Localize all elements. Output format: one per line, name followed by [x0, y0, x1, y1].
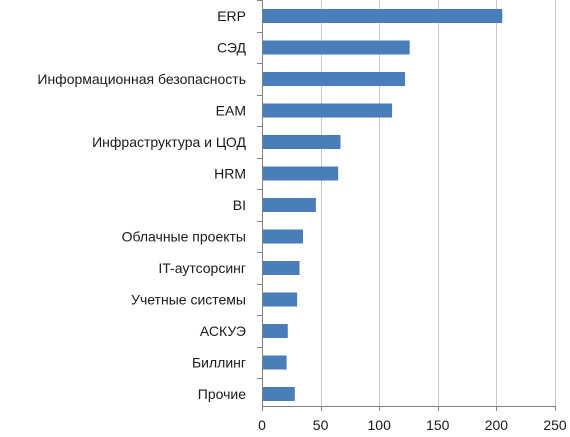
bar-11: [263, 355, 287, 370]
category-label-10: АСКУЭ: [200, 323, 246, 339]
category-label-9: Учетные системы: [131, 292, 246, 308]
category-label-12: Прочие: [198, 386, 246, 402]
category-label-4: Инфраструктура и ЦОД: [92, 134, 246, 150]
tick-label-100: 100: [368, 417, 392, 433]
bar-2: [263, 72, 405, 86]
tick-label-0: 0: [258, 417, 266, 433]
bar-8: [263, 261, 300, 275]
bar-10: [263, 324, 288, 338]
tick-label-250: 250: [543, 417, 567, 433]
category-label-7: Облачные проекты: [122, 229, 246, 245]
bar-6: [263, 198, 316, 212]
category-label-11: Биллинг: [192, 355, 246, 371]
bar-3: [263, 103, 393, 118]
bar-9: [263, 292, 298, 307]
bar-12: [263, 387, 295, 401]
category-label-6: BI: [233, 197, 246, 213]
category-label-8: IT-аутсорсинг: [158, 260, 246, 276]
tick-label-150: 150: [426, 417, 450, 433]
category-label-0: ERP: [217, 8, 246, 24]
bar-0: [263, 9, 503, 23]
bars: [263, 9, 503, 401]
value-axis: 0 50 100 150 200 250: [258, 406, 567, 433]
category-label-2: Информационная безопасность: [37, 71, 246, 87]
category-label-3: EAM: [216, 103, 246, 119]
bar-4: [263, 135, 341, 149]
tick-label-50: 50: [313, 417, 329, 433]
category-labels: ERP СЭД Информационная безопасность EAM Инфр…: [37, 0, 262, 402]
category-label-5: HRM: [214, 166, 246, 182]
category-label-1: СЭД: [217, 40, 247, 56]
gridlines: [262, 0, 556, 406]
bar-5: [263, 166, 339, 181]
bar-7: [263, 229, 304, 244]
bar-1: [263, 40, 410, 55]
tick-label-200: 200: [485, 417, 509, 433]
